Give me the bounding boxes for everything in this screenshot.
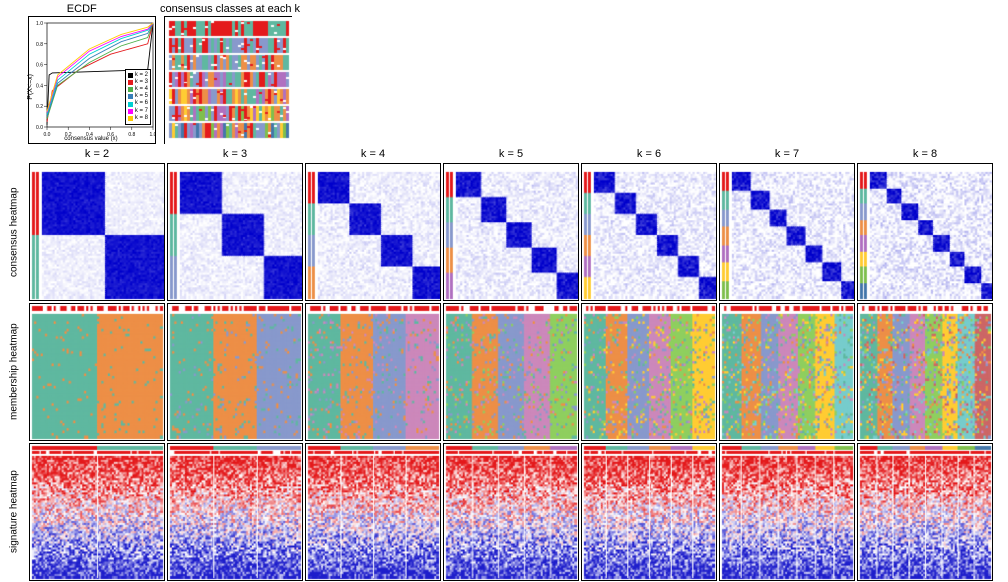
heatmap-cell bbox=[719, 443, 855, 581]
heatmap-cell bbox=[305, 303, 441, 441]
col-header-k7: k = 7 bbox=[718, 146, 856, 162]
row-label: signature heatmap bbox=[0, 442, 28, 582]
svg-text:0.4: 0.4 bbox=[36, 83, 43, 89]
svg-text:1.0: 1.0 bbox=[36, 21, 43, 27]
ecdf-panel: ECDF 0.00.20.40.60.81.00.00.20.40.60.81.… bbox=[28, 16, 156, 144]
heatmap-cell bbox=[443, 443, 579, 581]
heatmap-cell bbox=[719, 303, 855, 441]
col-header-k8: k = 8 bbox=[856, 146, 994, 162]
heatmap-cell bbox=[167, 443, 303, 581]
heatmap-cell bbox=[443, 303, 579, 441]
heatmap-cell bbox=[581, 163, 717, 301]
row-label: membership heatmap bbox=[0, 302, 28, 442]
col-header-k5: k = 5 bbox=[442, 146, 580, 162]
heatmap-cell bbox=[167, 163, 303, 301]
heatmap-cell bbox=[857, 163, 993, 301]
heatmap-cell bbox=[29, 163, 165, 301]
svg-text:0.6: 0.6 bbox=[36, 63, 43, 69]
heatmap-cell bbox=[29, 303, 165, 441]
col-header-k4: k = 4 bbox=[304, 146, 442, 162]
ecdf-ylabel: P(X<=x) bbox=[27, 74, 34, 100]
svg-text:0.0: 0.0 bbox=[36, 125, 43, 131]
svg-text:0.0: 0.0 bbox=[44, 132, 51, 138]
svg-text:0.8: 0.8 bbox=[128, 132, 135, 138]
heatmap-cell bbox=[581, 303, 717, 441]
svg-text:0.2: 0.2 bbox=[36, 104, 43, 110]
ecdf-xlabel: consensus value (x) bbox=[64, 136, 117, 142]
heatmap-cell bbox=[857, 443, 993, 581]
col-header-k3: k = 3 bbox=[166, 146, 304, 162]
consensus-classes-title: consensus classes at each k bbox=[160, 3, 300, 15]
svg-text:1.0: 1.0 bbox=[150, 132, 155, 138]
top-row: ECDF 0.00.20.40.60.81.00.00.20.40.60.81.… bbox=[0, 16, 1008, 146]
heatmap-cell bbox=[581, 443, 717, 581]
svg-text:0.8: 0.8 bbox=[36, 42, 43, 48]
ecdf-title: ECDF bbox=[67, 3, 97, 15]
col-header-k6: k = 6 bbox=[580, 146, 718, 162]
heatmap-grid: k = 2k = 3k = 4k = 5k = 6k = 7k = 8 conse… bbox=[0, 146, 1008, 582]
heatmap-cell bbox=[443, 163, 579, 301]
col-header-k2: k = 2 bbox=[28, 146, 166, 162]
heatmap-cell bbox=[305, 443, 441, 581]
ecdf-legend: k = 2k = 3k = 4k = 5k = 6k = 7k = 8 bbox=[125, 69, 151, 125]
consensus-classes-canvas bbox=[165, 17, 293, 145]
heatmap-cell bbox=[305, 163, 441, 301]
heatmap-cell bbox=[167, 303, 303, 441]
heatmap-cell bbox=[857, 303, 993, 441]
figure-container: ECDF 0.00.20.40.60.81.00.00.20.40.60.81.… bbox=[0, 0, 1008, 576]
heatmap-cell bbox=[719, 163, 855, 301]
heatmap-cell bbox=[29, 443, 165, 581]
consensus-classes-panel: consensus classes at each k bbox=[164, 16, 292, 144]
row-label: consensus heatmap bbox=[0, 162, 28, 302]
